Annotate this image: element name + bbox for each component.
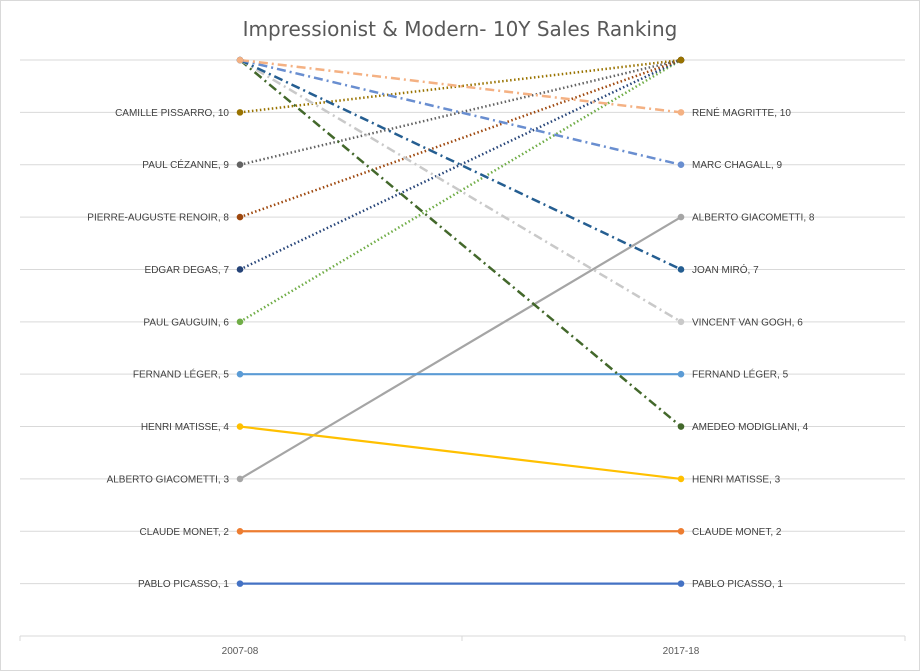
data-label: AMEDEO MODIGLIANI, 4 — [692, 422, 809, 433]
series-line — [239, 425, 682, 481]
series-line — [239, 58, 682, 323]
chart-title: Impressionist & Modern- 10Y Sales Rankin… — [242, 17, 678, 41]
data-point — [236, 109, 244, 116]
x-tick-label: 2017-18 — [663, 646, 700, 657]
data-label: CLAUDE MONET, 2 — [140, 527, 230, 538]
data-label: EDGAR DEGAS, 7 — [145, 265, 230, 276]
data-label: MARC CHAGALL, 9 — [692, 160, 782, 171]
series-line — [239, 59, 682, 428]
x-tick-label: 2007-08 — [222, 646, 259, 657]
data-label: CAMILLE PISSARRO, 10 — [115, 108, 229, 119]
data-point — [236, 266, 244, 273]
data-label: PAUL GAUGUIN, 6 — [143, 317, 229, 328]
series-line — [239, 58, 682, 219]
data-point — [677, 161, 685, 169]
data-point — [677, 56, 685, 64]
data-label: JOAN MIRÓ, 7 — [692, 263, 759, 276]
series-line — [239, 58, 682, 271]
data-label: PIERRE-AUGUSTE RENOIR, 8 — [87, 213, 229, 224]
data-point — [677, 527, 685, 535]
data-point — [236, 527, 244, 535]
data-point — [677, 475, 685, 483]
data-point — [677, 423, 685, 430]
data-label: VINCENT VAN GOGH, 6 — [692, 317, 803, 328]
data-point — [236, 475, 244, 483]
data-label: HENRI MATISSE, 3 — [692, 474, 781, 485]
data-label: FERNAND LÉGER, 5 — [133, 368, 230, 381]
data-label: PABLO PICASSO, 1 — [692, 579, 783, 590]
data-point — [677, 580, 685, 587]
data-point — [236, 370, 244, 378]
data-point — [677, 318, 685, 326]
data-label: ALBERTO GIACOMETTI, 8 — [692, 213, 815, 224]
data-point — [236, 213, 244, 221]
series-line — [239, 58, 682, 271]
data-point — [677, 109, 685, 116]
data-label: HENRI MATISSE, 4 — [141, 422, 230, 433]
data-point — [236, 56, 244, 64]
data-label: FERNAND LÉGER, 5 — [692, 368, 789, 381]
series-line — [239, 58, 682, 114]
data-point — [236, 161, 244, 169]
data-point — [677, 370, 685, 378]
data-label: PABLO PICASSO, 1 — [138, 579, 229, 590]
data-point — [677, 213, 685, 221]
data-label: PAUL CÉZANNE, 9 — [142, 158, 229, 171]
data-point — [236, 580, 244, 587]
data-point — [677, 266, 685, 273]
series-line — [239, 216, 682, 480]
data-label: ALBERTO GIACOMETTI, 3 — [107, 474, 230, 485]
data-point — [236, 423, 244, 430]
data-label: CLAUDE MONET, 2 — [692, 527, 782, 538]
data-label: RENÉ MAGRITTE, 10 — [692, 106, 791, 119]
data-point — [236, 318, 244, 326]
